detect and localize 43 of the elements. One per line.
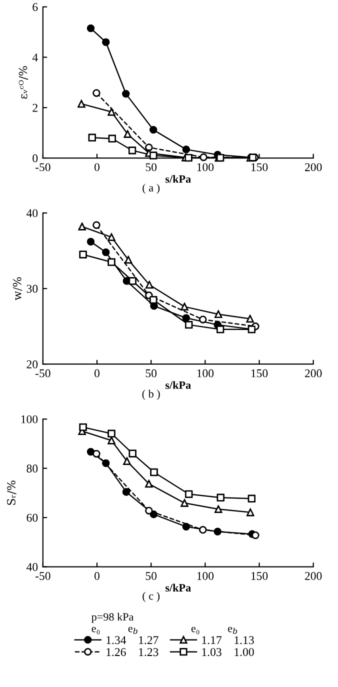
y-axis-title: εᵥᶜᴼ/%	[18, 66, 28, 99]
x-axis-title: s/kPa	[165, 381, 191, 389]
y-tick-label: 30	[26, 284, 38, 293]
x-axis-title: s/kPa	[165, 174, 191, 183]
x-axis-title: s/kPa	[165, 584, 191, 592]
y-tick-label: 80	[26, 464, 38, 473]
x-tick-label: 0	[94, 163, 100, 172]
x-tick-label: 200	[304, 572, 322, 580]
legend-label: 1.26 1.23	[106, 648, 158, 656]
y-tick-label: 40	[26, 209, 38, 218]
x-tick-label: 100	[197, 369, 214, 378]
x-tick-label: -50	[35, 163, 50, 172]
x-tick-label: 0	[94, 369, 100, 378]
x-tick-label: 150	[251, 369, 268, 378]
legend-label: 1.03 1.00	[202, 648, 254, 656]
x-tick-label: 50	[146, 369, 157, 378]
y-tick-label: 20	[26, 360, 38, 368]
x-tick-label: 50	[146, 163, 157, 172]
text: p=98 kPa e₀ e$_{b}$ e₀ e$_{b}$	[92, 612, 238, 634]
x-tick-label: 150	[251, 572, 268, 580]
y-tick-label: 2	[32, 104, 38, 112]
x-tick-label: -50	[35, 572, 50, 580]
y-axis-title: w/%	[12, 277, 22, 300]
legend-label: 1.17 1.13	[202, 636, 254, 644]
text: ( c )	[142, 592, 160, 602]
x-tick-label: 200	[304, 163, 322, 172]
y-tick-label: 60	[26, 514, 38, 522]
y-tick-label: 40	[26, 563, 38, 571]
x-tick-label: 200	[304, 369, 322, 378]
y-tick-label: 4	[32, 54, 38, 62]
y-tick-label: 6	[32, 3, 38, 12]
x-tick-label: 150	[251, 163, 268, 172]
y-tick-label: 100	[21, 415, 38, 424]
y-axis-title: Sᵣ/%	[7, 480, 16, 505]
x-tick-label: 100	[197, 572, 214, 580]
text: ( a )	[142, 184, 160, 194]
y-tick-label: 0	[32, 154, 38, 162]
text: ( b )	[142, 390, 160, 400]
x-tick-label: -50	[35, 369, 50, 378]
legend-label: 1.34 1.27	[106, 636, 158, 644]
x-tick-label: 50	[146, 572, 157, 580]
x-tick-label: 0	[94, 572, 100, 580]
x-tick-label: 100	[197, 163, 214, 172]
